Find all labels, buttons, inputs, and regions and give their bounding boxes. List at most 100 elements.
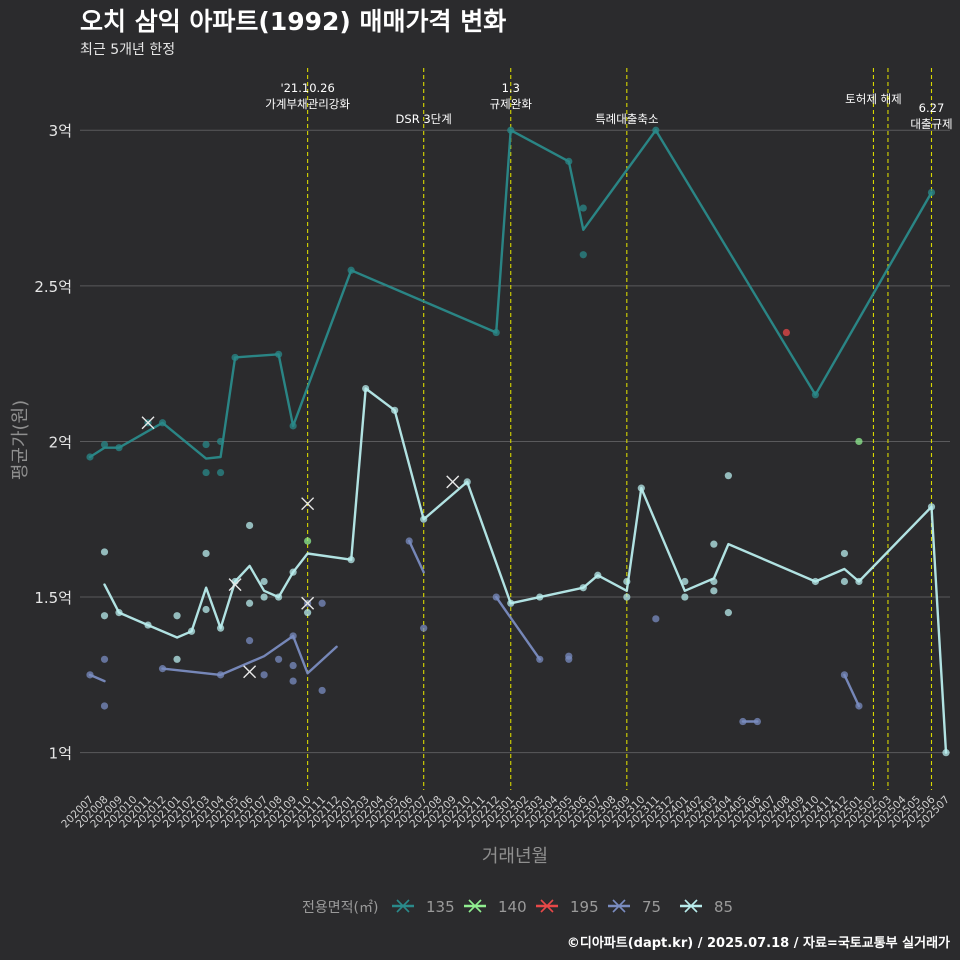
data-point-85	[100, 548, 109, 556]
data-point-85	[623, 577, 631, 586]
data-point-75	[405, 537, 413, 545]
legend-key-cross-195	[540, 899, 554, 913]
legend-label-135: 135	[426, 898, 455, 916]
data-point-85	[275, 593, 283, 601]
series-line-85	[103, 387, 948, 754]
data-point-85	[594, 571, 602, 579]
event-label: '21.10.26	[280, 81, 334, 95]
event-label: 규제완화	[490, 97, 533, 111]
legend-key-cross-85	[684, 899, 698, 913]
data-point-75	[855, 702, 863, 710]
data-point-85	[245, 521, 254, 530]
data-point-75	[86, 671, 94, 679]
data-point-135	[216, 437, 225, 446]
data-point-85	[507, 599, 515, 607]
event-label: 토허제 해제	[845, 92, 902, 106]
chart-caption: ©디아파트(dapt.kr) / 2025.07.18 / 자료=국토교통부 실…	[566, 936, 950, 951]
chart-title: 오치 삼익 아파트(1992) 매매가격 변화	[80, 7, 507, 36]
legend-label-195: 195	[570, 898, 599, 916]
cross-marker-75	[243, 665, 257, 679]
event-label: 대출규제	[910, 117, 952, 131]
cross-marker-75	[301, 596, 315, 610]
legend-key-cross-135	[396, 899, 410, 913]
cross-marker-140	[301, 497, 315, 511]
event-label: DSR 3단계	[396, 112, 452, 126]
data-point-75	[158, 665, 167, 673]
data-point-75	[216, 671, 225, 679]
data-point-135	[811, 391, 820, 399]
data-point-135	[202, 440, 210, 449]
data-point-85	[710, 577, 718, 586]
data-point-75	[260, 671, 268, 679]
data-point-135	[100, 440, 109, 449]
data-point-75	[536, 655, 544, 663]
data-point-85	[840, 577, 849, 586]
data-point-75	[739, 717, 747, 726]
series-line-75	[843, 673, 861, 708]
data-point-85	[637, 484, 645, 492]
y-tick-label: 2.5억	[34, 278, 72, 296]
data-point-75	[753, 717, 761, 726]
data-point-135	[86, 453, 94, 461]
data-point-85	[811, 577, 820, 586]
data-point-85	[927, 503, 936, 511]
series-line-75	[161, 634, 338, 677]
data-point-85	[187, 627, 196, 635]
data-point-75	[565, 655, 573, 663]
data-point-135	[275, 350, 283, 358]
chart-subtitle: 최근 5개년 한정	[80, 42, 176, 58]
data-point-85	[347, 556, 355, 564]
data-point-140	[855, 437, 863, 446]
data-point-135	[347, 266, 355, 274]
data-point-85	[724, 609, 732, 617]
y-axis-title: 평균가(원)	[10, 400, 31, 480]
series-line-75	[495, 595, 541, 661]
data-point-75	[492, 593, 500, 601]
data-point-75	[275, 655, 283, 663]
event-label: 특례대출축소	[595, 112, 658, 126]
data-point-135	[202, 468, 210, 477]
data-point-75	[652, 615, 660, 623]
y-tick-label: 1억	[49, 745, 72, 763]
event-label: 1.3	[502, 81, 520, 95]
data-point-85	[420, 515, 428, 523]
data-point-85	[681, 593, 689, 601]
data-point-75	[318, 686, 326, 695]
data-point-85	[289, 568, 297, 576]
y-tick-label: 2억	[49, 433, 72, 451]
cross-marker-85	[446, 475, 460, 489]
data-point-85	[245, 599, 254, 607]
data-point-85	[710, 587, 718, 595]
data-point-85	[144, 621, 152, 629]
data-point-85	[840, 549, 849, 558]
cross-marker-135	[141, 416, 155, 430]
data-point-75	[289, 632, 297, 640]
legend-label-85: 85	[714, 898, 733, 916]
data-point-75	[289, 677, 297, 685]
data-point-75	[245, 637, 254, 645]
data-point-135	[289, 422, 297, 430]
data-point-75	[420, 624, 428, 632]
data-point-85	[173, 655, 181, 663]
data-point-75	[100, 702, 109, 710]
data-point-135	[158, 419, 167, 427]
data-point-135	[927, 188, 936, 197]
data-point-135	[231, 353, 239, 362]
series-line-75	[408, 539, 425, 574]
data-point-85	[260, 593, 268, 601]
data-point-75	[289, 661, 297, 670]
data-point-75	[318, 599, 326, 607]
data-point-85	[202, 605, 210, 614]
legend-label-75: 75	[642, 898, 661, 916]
data-point-75	[100, 655, 109, 663]
legend-title: 전용면적(㎡)	[302, 900, 378, 916]
event-label: 가계부채관리강화	[265, 97, 350, 111]
data-point-85	[942, 749, 950, 757]
data-point-135	[507, 126, 515, 134]
data-point-85	[724, 472, 732, 480]
data-point-135	[579, 251, 587, 259]
data-point-85	[173, 612, 181, 620]
data-point-85	[391, 406, 399, 414]
legend-key-cross-140	[468, 899, 482, 913]
y-tick-label: 1.5억	[34, 589, 72, 607]
